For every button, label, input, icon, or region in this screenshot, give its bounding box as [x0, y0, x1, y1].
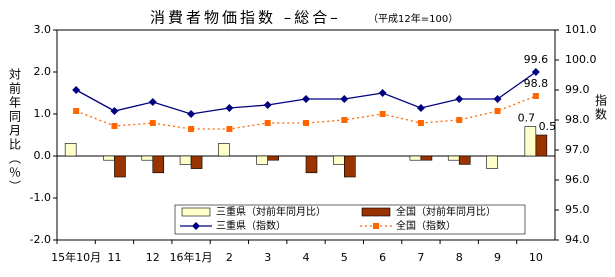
bar [344, 155, 356, 178]
bar [64, 143, 77, 157]
line-marker [187, 110, 196, 118]
bar [305, 155, 318, 174]
x-tick-label: 11 [107, 251, 121, 264]
data-label: 99.6 [524, 53, 549, 66]
line-marker [456, 117, 463, 123]
bar [190, 155, 203, 169]
line-marker [416, 104, 425, 112]
legend-label: 全国（対前年同月比） [396, 205, 496, 218]
y-tick-label: -1.0 [30, 191, 51, 204]
bar [524, 126, 537, 157]
line-marker [378, 89, 387, 97]
bar [114, 155, 126, 178]
legend-label: 全国（指数） [396, 219, 456, 232]
line-marker [263, 101, 272, 109]
y-tick-label: 2.0 [34, 65, 52, 78]
x-tick-label: 4 [303, 251, 310, 264]
x-tick-label: 3 [264, 251, 271, 264]
legend-box [174, 204, 526, 235]
data-label: 0.5 [539, 120, 557, 133]
x-tick-label: 15年10月 [51, 250, 101, 264]
line-marker [303, 120, 309, 126]
y2-tick-label: 97.0 [565, 143, 590, 156]
line-marker [493, 95, 502, 103]
y2-axis-label: 指数 [594, 93, 608, 122]
legend-swatch [361, 207, 391, 217]
legend-label: 三重県（対前年同月比） [216, 205, 326, 218]
line-marker [455, 95, 464, 103]
y2-tick-label: 95.0 [565, 203, 590, 216]
x-tick-label: 2 [226, 251, 233, 264]
line-marker [225, 104, 234, 112]
bar [103, 155, 115, 161]
y-tick-label: 0.0 [34, 149, 52, 162]
bar [458, 155, 471, 165]
line-marker [226, 126, 233, 132]
x-tick-label: 10 [529, 251, 543, 264]
line [75, 71, 537, 115]
data-label: 98.8 [524, 77, 549, 90]
legend-label: 三重県（指数） [216, 219, 286, 232]
line-marker [417, 120, 424, 126]
bar [409, 155, 422, 161]
bar [218, 143, 230, 157]
bar [256, 155, 268, 165]
line-marker [149, 120, 156, 126]
bar [152, 155, 165, 174]
legend-swatch [181, 207, 211, 217]
legend-marker [192, 222, 200, 230]
y-axis-label: 対前年同月比（％） [8, 68, 22, 194]
y2-tick-label: 96.0 [565, 173, 590, 186]
chart-subtitle: （平成12年=100） [368, 12, 458, 25]
line-marker [73, 108, 80, 114]
y-tick-label: 1.0 [34, 107, 52, 120]
y2-tick-label: 94.0 [565, 233, 590, 246]
x-tick-label: 9 [494, 251, 501, 264]
bar [179, 155, 192, 165]
x-tick-label: 16年1月 [170, 250, 213, 264]
x-tick-label: 8 [456, 251, 463, 264]
x-tick-label: 7 [417, 251, 424, 264]
line-marker [111, 123, 118, 129]
bar [267, 155, 279, 161]
line-marker [532, 93, 539, 99]
line-marker [531, 68, 540, 76]
x-tick-label: 12 [146, 251, 160, 264]
line-marker [188, 126, 195, 132]
line-marker [379, 111, 386, 117]
line-marker [72, 86, 81, 94]
line-marker [302, 95, 310, 103]
y2-tick-label: 98.0 [565, 113, 590, 126]
x-tick-label: 6 [379, 251, 386, 264]
x-tick-label: 5 [341, 251, 348, 264]
plot-frame [56, 29, 556, 241]
bar [486, 155, 498, 169]
data-label: 0.7 [518, 112, 536, 125]
y2-tick-label: 99.0 [565, 83, 590, 96]
bar [141, 155, 154, 161]
chart-title: 消費者物価指数 –総合– [150, 9, 341, 27]
legend-marker [373, 223, 379, 229]
line-marker [110, 107, 119, 115]
y2-tick-label: 101.0 [565, 23, 597, 36]
line-marker [148, 98, 157, 106]
bar [447, 155, 460, 161]
line-marker [340, 95, 349, 103]
line-marker [264, 120, 271, 126]
bar [535, 134, 548, 157]
y-tick-label: 3.0 [34, 23, 52, 36]
y-tick-label: -2.0 [30, 233, 51, 246]
bar [420, 155, 433, 161]
line-marker [341, 117, 348, 123]
line-marker [494, 108, 501, 114]
bar [333, 155, 345, 165]
y2-tick-label: 100.0 [565, 53, 597, 66]
